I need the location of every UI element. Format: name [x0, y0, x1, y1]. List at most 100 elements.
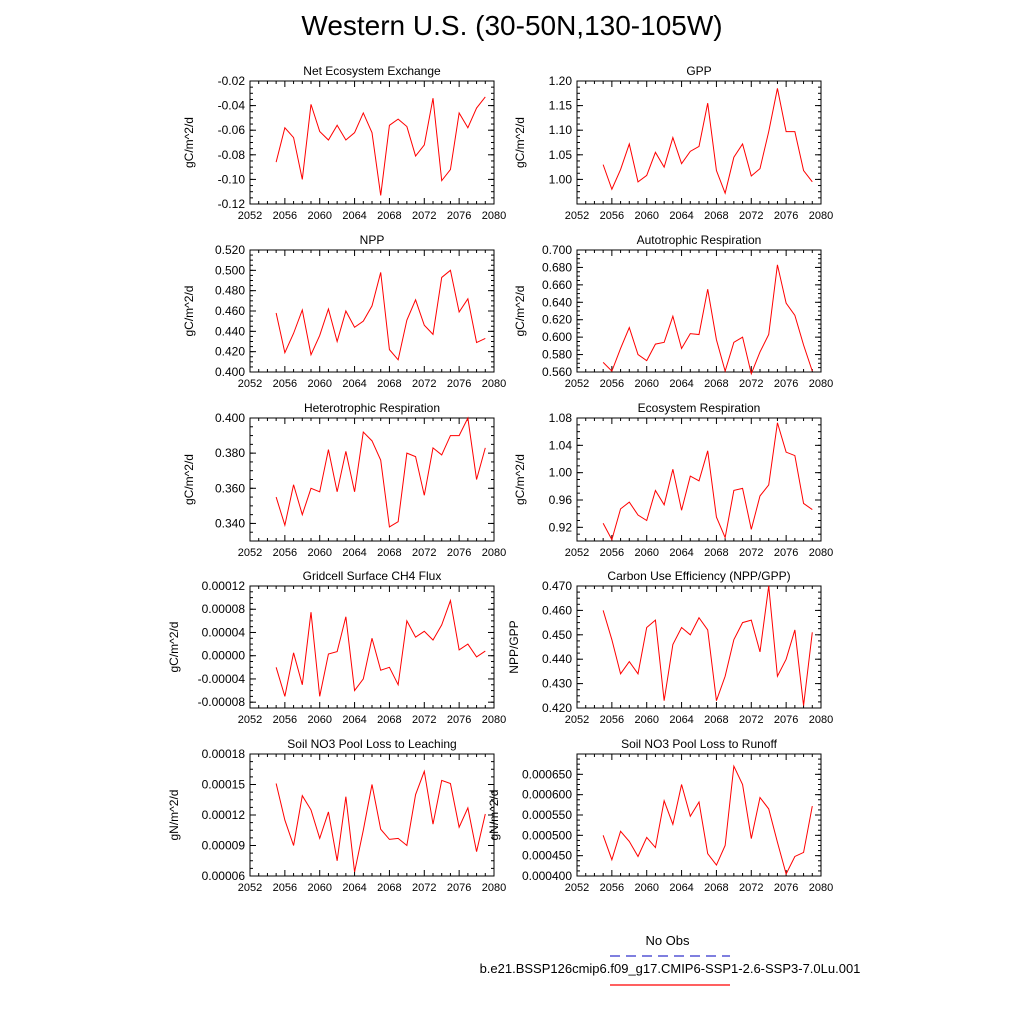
x-tick-label: 2052	[238, 714, 262, 726]
y-tick-label: 0.000550	[522, 808, 572, 822]
x-tick-label: 2072	[412, 547, 436, 559]
panel-title: Soil NO3 Pool Loss to Leaching	[287, 737, 456, 751]
x-tick-label: 2060	[307, 714, 331, 726]
x-tick-label: 2080	[809, 547, 833, 559]
series-line	[275, 769, 486, 873]
x-tick-label: 2080	[809, 210, 833, 222]
y-tick-label: 0.400	[215, 365, 245, 379]
chart-panel-5: Heterotrophic Respiration gC/m^2/d 2052 205…	[182, 401, 506, 559]
y-tick-label: 0.00015	[202, 778, 246, 792]
x-tick-label: 2052	[565, 210, 589, 222]
x-tick-label: 2076	[774, 547, 798, 559]
x-tick-label: 2072	[412, 714, 436, 726]
y-tick-label: 0.000600	[522, 788, 572, 802]
x-tick-label: 2072	[739, 378, 763, 390]
y-tick-label: 0.430	[542, 677, 572, 691]
panel-title: Net Ecosystem Exchange	[303, 64, 441, 78]
plot-frame	[249, 753, 495, 877]
chart-panel-1: Net Ecosystem Exchange gC/m^2/d 2052 2056 20…	[182, 64, 506, 222]
y-tick-label: 1.20	[549, 74, 573, 88]
x-tick-label: 2072	[739, 882, 763, 894]
x-tick-label: 2076	[774, 714, 798, 726]
x-tick-label: 2060	[307, 210, 331, 222]
x-tick-label: 2076	[774, 882, 798, 894]
y-tick-label: 0.420	[215, 345, 245, 359]
chart-panel-6: Ecosystem Respiration gC/m^2/d 2052 2056 206…	[513, 401, 833, 559]
series-line	[602, 264, 813, 376]
y-tick-label: 0.00004	[202, 625, 246, 639]
x-tick-label: 2080	[482, 378, 506, 390]
chart-panel-9: Soil NO3 Pool Loss to Leaching gN/m^2/d 20…	[167, 737, 506, 894]
y-tick-label: 0.00012	[202, 808, 246, 822]
x-tick-label: 2080	[482, 547, 506, 559]
y-tick-label: 0.640	[542, 295, 572, 309]
x-tick-label: 2076	[774, 378, 798, 390]
x-tick-label: 2080	[809, 714, 833, 726]
x-tick-label: 2064	[342, 210, 366, 222]
plot-frame	[249, 417, 495, 542]
y-tick-label: 1.00	[549, 172, 573, 186]
x-tick-label: 2056	[273, 714, 297, 726]
plot-frame	[249, 80, 495, 205]
x-tick-label: 2076	[447, 547, 471, 559]
x-tick-label: 2056	[600, 378, 624, 390]
chart-panel-4: Autotrophic Respiration gC/m^2/d 2052 2056 2…	[513, 233, 833, 390]
x-tick-label: 2068	[377, 882, 401, 894]
y-tick-label: 0.000500	[522, 828, 572, 842]
y-tick-label: -0.10	[218, 172, 246, 186]
plot-frame	[576, 249, 822, 373]
y-tick-label: 0.440	[215, 324, 245, 338]
panel-title: Autotrophic Respiration	[637, 233, 762, 247]
panel-title: Gridcell Surface CH4 Flux	[303, 569, 442, 583]
series-line	[602, 585, 813, 706]
y-tick-label: 0.460	[542, 603, 572, 617]
y-tick-label: 1.04	[549, 438, 573, 452]
x-tick-label: 2056	[273, 882, 297, 894]
y-tick-label: 0.470	[542, 579, 572, 593]
y-tick-label: 0.420	[542, 701, 572, 715]
x-tick-label: 2060	[634, 210, 658, 222]
y-tick-label: 0.460	[215, 304, 245, 318]
y-tick-label: 0.00006	[202, 869, 246, 883]
chart-panel-7: Gridcell Surface CH4 Flux gC/m^2/d 2052 205…	[167, 569, 506, 726]
y-axis-label: NPP/GPP	[507, 620, 521, 673]
x-tick-label: 2068	[704, 210, 728, 222]
y-tick-label: 0.000450	[522, 849, 572, 863]
x-tick-label: 2080	[809, 882, 833, 894]
x-tick-label: 2076	[447, 378, 471, 390]
x-tick-label: 2080	[482, 210, 506, 222]
main-title: Western U.S. (30-50N,130-105W)	[301, 10, 723, 41]
y-tick-label: 0.380	[215, 446, 245, 460]
y-tick-label: 0.600	[542, 330, 572, 344]
x-tick-label: 2064	[342, 547, 366, 559]
y-axis-label: gC/m^2/d	[182, 117, 196, 168]
x-tick-label: 2064	[342, 882, 366, 894]
x-tick-label: 2072	[739, 210, 763, 222]
panel-title: Ecosystem Respiration	[638, 401, 761, 415]
x-tick-label: 2068	[704, 714, 728, 726]
y-axis-label: gC/m^2/d	[513, 286, 527, 337]
y-tick-label: 0.00018	[202, 747, 246, 761]
x-tick-label: 2052	[238, 210, 262, 222]
x-tick-label: 2068	[704, 378, 728, 390]
y-tick-label: 0.00012	[202, 579, 246, 593]
y-tick-label: 0.520	[215, 243, 245, 257]
x-tick-label: 2064	[342, 714, 366, 726]
x-tick-label: 2072	[412, 378, 436, 390]
y-tick-label: -0.06	[218, 123, 246, 137]
x-tick-label: 2052	[238, 378, 262, 390]
series-line	[602, 764, 813, 876]
y-tick-label: -0.00008	[198, 695, 246, 709]
y-tick-label: 0.580	[542, 348, 572, 362]
y-tick-label: 0.00009	[202, 839, 246, 853]
y-tick-label: 0.00008	[202, 602, 246, 616]
x-tick-label: 2076	[774, 210, 798, 222]
series-line	[275, 416, 486, 528]
y-tick-label: 0.000400	[522, 869, 572, 883]
x-tick-label: 2064	[669, 547, 693, 559]
y-axis-label: gC/m^2/d	[182, 286, 196, 337]
y-axis-label: gC/m^2/d	[513, 454, 527, 505]
chart-panel-8: Carbon Use Efficiency (NPP/GPP) NPP/GPP 20…	[507, 569, 833, 726]
panel-title: Carbon Use Efficiency (NPP/GPP)	[607, 569, 790, 583]
